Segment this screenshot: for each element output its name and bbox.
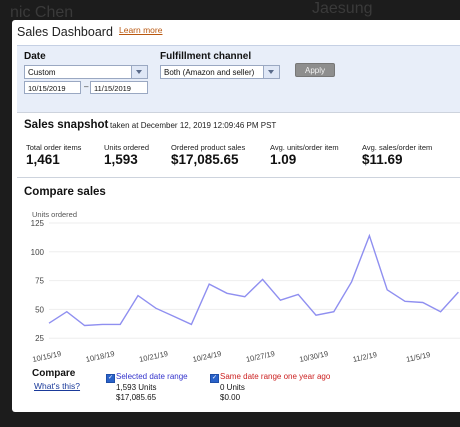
metric-value: 1,461 [26, 152, 60, 167]
series-line-selected-range [48, 233, 459, 327]
chevron-down-icon [263, 66, 279, 78]
selected-range-checkbox[interactable]: ✓ [106, 374, 115, 383]
date-from-field[interactable]: 10/15/2019 [24, 81, 81, 94]
x-tick-label: 10/15/19 [32, 349, 62, 364]
legend-units: 1,593 Units [116, 383, 157, 392]
y-tick-label: 125 [31, 219, 45, 228]
x-tick-label: 11/2/19 [352, 350, 378, 364]
date-range-value: Custom [28, 68, 56, 77]
apply-button[interactable]: Apply [295, 63, 335, 77]
y-tick-label: 50 [35, 305, 44, 314]
metric-label: Ordered product sales [171, 143, 246, 152]
channel-label: Fulfillment channel [160, 51, 252, 62]
y-tick-label: 75 [35, 277, 44, 286]
filter-bar: Date Custom 10/15/2019 – 11/15/2019 Fulf… [17, 45, 460, 113]
sales-dashboard-panel: Sales Dashboard Learn more Date Custom 1… [12, 20, 460, 412]
metric-value: $17,085.65 [171, 152, 239, 167]
units-ordered-chart: 25 50 75 100 125 10/15/19 10/18/19 10/21/19 10/2… [31, 219, 460, 364]
x-tick-label: 10/30/19 [299, 349, 329, 364]
metric-value: $11.69 [362, 152, 403, 167]
channel-select[interactable]: Both (Amazon and seller) [160, 65, 280, 79]
date-to-field[interactable]: 11/15/2019 [90, 81, 148, 94]
metric-value: 1,593 [104, 152, 138, 167]
background-text: Jaesung [312, 0, 373, 17]
legend-label: Same date range one year ago [220, 372, 331, 381]
divider [17, 177, 460, 178]
snapshot-timestamp: taken at December 12, 2019 12:09:46 PM P… [110, 121, 277, 130]
channel-value: Both (Amazon and seller) [164, 68, 255, 77]
metric-value: 1.09 [270, 152, 297, 167]
metric-label: Avg. sales/order item [362, 143, 433, 152]
snapshot-title: Sales snapshot [24, 119, 109, 131]
header: Sales Dashboard Learn more [12, 20, 460, 42]
year-ago-checkbox[interactable]: ✓ [210, 374, 219, 383]
legend-sales: $17,085.65 [116, 393, 157, 402]
legend-units: 0 Units [220, 383, 245, 392]
date-range-select[interactable]: Custom [24, 65, 148, 79]
chevron-down-icon [131, 66, 147, 78]
metric-label: Total order items [26, 143, 82, 152]
legend-sales: $0.00 [220, 393, 241, 402]
date-separator: – [84, 82, 89, 91]
compare-label: Compare [32, 368, 76, 379]
compare-sales-title: Compare sales [24, 186, 106, 198]
x-tick-label: 11/5/19 [405, 350, 431, 364]
metric-label: Avg. units/order item [270, 143, 339, 152]
date-label: Date [24, 51, 46, 62]
page-title: Sales Dashboard [17, 25, 113, 39]
divider [17, 112, 460, 113]
x-tick-label: 10/18/19 [85, 349, 115, 364]
y-axis-label: Units ordered [32, 210, 78, 219]
learn-more-link[interactable]: Learn more [119, 25, 163, 35]
x-tick-label: 10/24/19 [192, 349, 222, 364]
legend-label: Selected date range [116, 372, 188, 381]
x-tick-label: 10/21/19 [138, 349, 168, 364]
x-tick-label: 10/27/19 [245, 349, 275, 364]
metric-label: Units ordered [104, 143, 150, 152]
whats-this-link[interactable]: What's this? [34, 381, 81, 391]
background-text: nic Chen [10, 4, 74, 21]
y-tick-label: 100 [31, 248, 45, 257]
y-tick-label: 25 [35, 334, 44, 343]
